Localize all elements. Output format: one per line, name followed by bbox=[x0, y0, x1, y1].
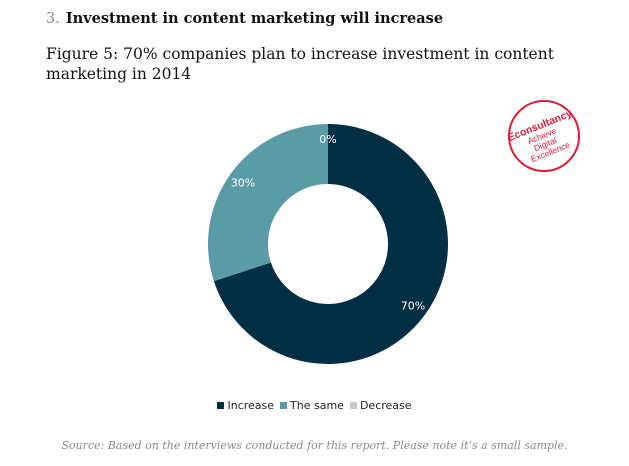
legend-item-increase: Increase bbox=[217, 399, 274, 412]
slice-increase bbox=[213, 124, 449, 364]
figure-title: Figure 5: 70% companies plan to increase… bbox=[46, 45, 554, 83]
legend-item-the-same: The same bbox=[280, 399, 344, 412]
data-label-the-same: 30% bbox=[231, 176, 255, 189]
data-label-increase: 70% bbox=[401, 300, 425, 313]
data-label-decrease: 0% bbox=[319, 133, 336, 146]
legend-swatch bbox=[349, 402, 357, 409]
econsultancy-logo: Econsultancy Achieve Digital Excellence bbox=[506, 100, 580, 172]
section-heading: 3. Investment in content marketing will i… bbox=[46, 10, 443, 27]
legend-swatch bbox=[280, 402, 288, 409]
section-title: Investment in content marketing will inc… bbox=[65, 10, 444, 27]
legend-label: The same bbox=[290, 399, 344, 412]
chart-legend: Increase The same Decrease bbox=[0, 399, 629, 412]
source-note: Source: Based on the interviews conducte… bbox=[61, 439, 568, 452]
section-number: 3. bbox=[46, 11, 60, 27]
legend-label: Increase bbox=[227, 399, 275, 412]
legend-item-decrease: Decrease bbox=[349, 399, 412, 412]
legend-label: Decrease bbox=[359, 399, 412, 412]
slice-the-same bbox=[207, 124, 328, 282]
legend-swatch bbox=[217, 402, 225, 409]
